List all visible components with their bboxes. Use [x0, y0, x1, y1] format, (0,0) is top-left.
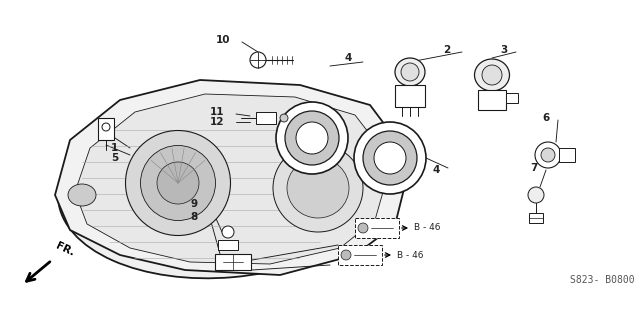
Bar: [215, 254, 251, 270]
Bar: [338, 245, 382, 265]
Text: 3: 3: [500, 45, 508, 55]
Ellipse shape: [541, 148, 555, 162]
Text: 2: 2: [443, 45, 450, 55]
Ellipse shape: [482, 65, 502, 85]
Text: B - 46: B - 46: [414, 224, 440, 233]
Ellipse shape: [58, 92, 392, 278]
Ellipse shape: [157, 162, 199, 204]
Text: 7: 7: [531, 163, 538, 173]
Ellipse shape: [528, 187, 544, 203]
Text: 5: 5: [111, 153, 118, 163]
Ellipse shape: [285, 111, 339, 165]
Text: 6: 6: [543, 113, 550, 123]
Ellipse shape: [276, 102, 348, 174]
Text: B - 46: B - 46: [397, 250, 424, 259]
Ellipse shape: [363, 131, 417, 185]
Bar: [256, 112, 276, 124]
Circle shape: [280, 114, 288, 122]
Text: S823- B0800 C: S823- B0800 C: [570, 275, 640, 285]
Bar: [506, 93, 518, 103]
Polygon shape: [55, 80, 405, 275]
Ellipse shape: [395, 58, 425, 86]
Bar: [478, 90, 506, 110]
Text: 8: 8: [191, 212, 198, 222]
Ellipse shape: [141, 145, 216, 220]
Bar: [355, 218, 399, 238]
Bar: [529, 213, 543, 223]
Bar: [559, 148, 575, 162]
Ellipse shape: [354, 122, 426, 194]
Ellipse shape: [296, 122, 328, 154]
Text: 11: 11: [209, 107, 224, 117]
Bar: [98, 118, 114, 140]
Ellipse shape: [474, 59, 509, 91]
Text: 4: 4: [433, 165, 440, 175]
Ellipse shape: [535, 142, 561, 168]
Bar: [395, 85, 425, 107]
Text: FR.: FR.: [54, 241, 76, 258]
Text: 10: 10: [216, 35, 230, 45]
Circle shape: [341, 250, 351, 260]
Ellipse shape: [273, 144, 363, 232]
Text: 9: 9: [191, 199, 198, 209]
Circle shape: [222, 226, 234, 238]
Ellipse shape: [68, 184, 96, 206]
Ellipse shape: [374, 142, 406, 174]
Text: 4: 4: [344, 53, 352, 63]
Polygon shape: [75, 94, 385, 264]
Ellipse shape: [401, 63, 419, 81]
Ellipse shape: [287, 158, 349, 218]
Ellipse shape: [125, 130, 230, 235]
Circle shape: [102, 123, 110, 131]
Circle shape: [250, 52, 266, 68]
Bar: [218, 240, 238, 250]
Circle shape: [358, 223, 368, 233]
Text: 1: 1: [111, 143, 118, 153]
Text: 12: 12: [209, 117, 224, 127]
